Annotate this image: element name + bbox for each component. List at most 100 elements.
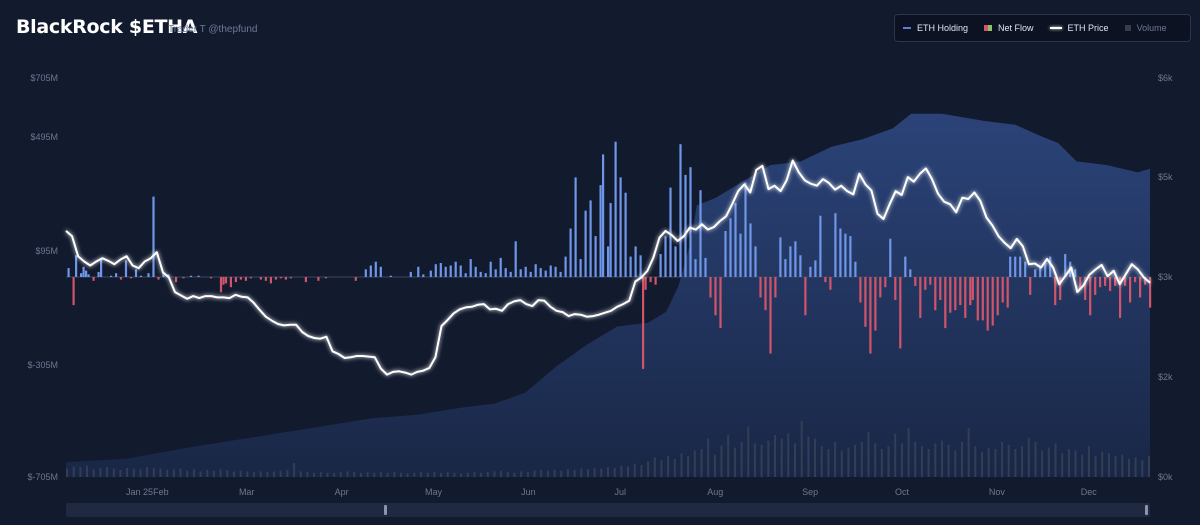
volume-bar [139, 469, 142, 477]
volume-bar [192, 469, 195, 477]
volume-bar [533, 470, 536, 477]
volume-bar [493, 471, 496, 477]
legend-item-eth-holding[interactable]: ETH Holding [903, 23, 968, 33]
range-handle-right[interactable] [1145, 505, 1148, 515]
volume-bar [894, 433, 897, 477]
inflow-bar [162, 273, 165, 277]
volume-bar [473, 472, 476, 477]
outflow-bar [869, 277, 872, 354]
outflow-bar [174, 277, 178, 283]
outflow-bar [949, 277, 952, 313]
volume-bar [393, 472, 396, 477]
inflow-bar [85, 270, 88, 277]
outflow-bar [649, 277, 652, 283]
inflow-bar [629, 256, 632, 277]
volume-bar [313, 472, 316, 477]
volume-bar [633, 463, 636, 477]
volume-bar [593, 467, 596, 477]
outflow-bar [1084, 277, 1087, 300]
range-handle-left[interactable] [384, 505, 387, 515]
inflow-bar [669, 187, 672, 277]
volume-bar [780, 438, 783, 477]
legend-item-volume[interactable]: Volume [1124, 23, 1167, 33]
volume-bar [1074, 450, 1077, 477]
volume-bar [159, 468, 162, 477]
volume-bar [941, 440, 943, 477]
inflow-bar [374, 261, 377, 277]
outflow-bar [642, 277, 645, 369]
outflow-bar [284, 277, 287, 280]
outflow-bar [1114, 277, 1117, 286]
inflow-bar [689, 167, 692, 277]
inflow-bar [152, 196, 155, 277]
inflow-bar [1049, 256, 1052, 277]
x-axis-tick-label: Nov [989, 487, 1006, 497]
outflow-bar [859, 277, 862, 303]
holding-area-layer [66, 113, 1150, 477]
outflow-bar [1134, 277, 1137, 283]
volume-bar [727, 435, 730, 477]
outflow-bar [1144, 277, 1147, 285]
volume-bar [920, 446, 923, 477]
outflow-bar [1006, 277, 1009, 308]
legend-item-eth-price[interactable]: ETH Price [1049, 23, 1109, 33]
inflow-bar [849, 236, 852, 277]
volume-bar [1114, 456, 1117, 477]
volume-bar [1087, 446, 1090, 477]
x-axis-tick-label: Mar [239, 487, 255, 497]
inflow-bar [189, 275, 193, 277]
volume-bar [520, 471, 523, 477]
volume-bar [1034, 442, 1037, 477]
outflow-bar [719, 277, 722, 329]
left-axis-tick-label: $-305M [27, 360, 58, 370]
volume-bar [1027, 437, 1030, 477]
legend-item-net-flow[interactable]: Net Flow [984, 23, 1034, 33]
inflow-bar [1044, 263, 1047, 277]
inflow-bar [444, 266, 447, 277]
inflow-bar [579, 259, 582, 277]
inflow-bar [1039, 266, 1042, 277]
inflow-bar [564, 256, 567, 277]
volume-bar [620, 465, 623, 477]
x-axis-tick-label: Jan 25 [126, 487, 153, 497]
inflow-bar [449, 265, 452, 277]
outflow-bar [709, 277, 712, 298]
inflow-bar [97, 271, 100, 277]
volume-bar [1014, 449, 1017, 477]
inflow-bar [454, 261, 457, 277]
volume-bar [72, 466, 75, 477]
outflow-bar [874, 277, 877, 331]
outflow-bar [714, 277, 717, 316]
inflow-bar [364, 269, 367, 277]
left-axis-tick-label: $-705M [27, 472, 58, 482]
volume-bar [166, 470, 169, 477]
outflow-bar [274, 277, 277, 280]
outflow-bar [884, 277, 887, 288]
inflow-bar [479, 271, 482, 277]
price-line-layer [65, 159, 1151, 376]
inflow-bar [474, 266, 477, 277]
volume-bar [914, 442, 917, 477]
inflow-bar [115, 273, 118, 277]
x-axis-tick-label: Sep [802, 487, 818, 497]
volume-bar [420, 472, 422, 477]
outflow-bar [279, 277, 282, 279]
volume-bar [126, 467, 129, 477]
volume-bar [794, 443, 796, 477]
volume-bar [239, 470, 242, 477]
volume-bar [874, 443, 877, 477]
volume-bar [132, 468, 135, 477]
right-axis-tick-label: $6k [1158, 73, 1173, 83]
outflow-bar [824, 277, 827, 283]
volume-bar [834, 442, 837, 477]
inflow-bar [854, 261, 857, 277]
volume-bar [106, 467, 109, 477]
volume-bar [860, 442, 863, 477]
volume-bar [1128, 458, 1130, 477]
time-range-scrollbar[interactable] [66, 503, 1150, 517]
volume-bar [253, 472, 255, 477]
outflow-bar [959, 277, 962, 306]
inflow-bar [1024, 261, 1027, 277]
volume-bar [1148, 456, 1150, 477]
volume-bar [647, 461, 650, 477]
